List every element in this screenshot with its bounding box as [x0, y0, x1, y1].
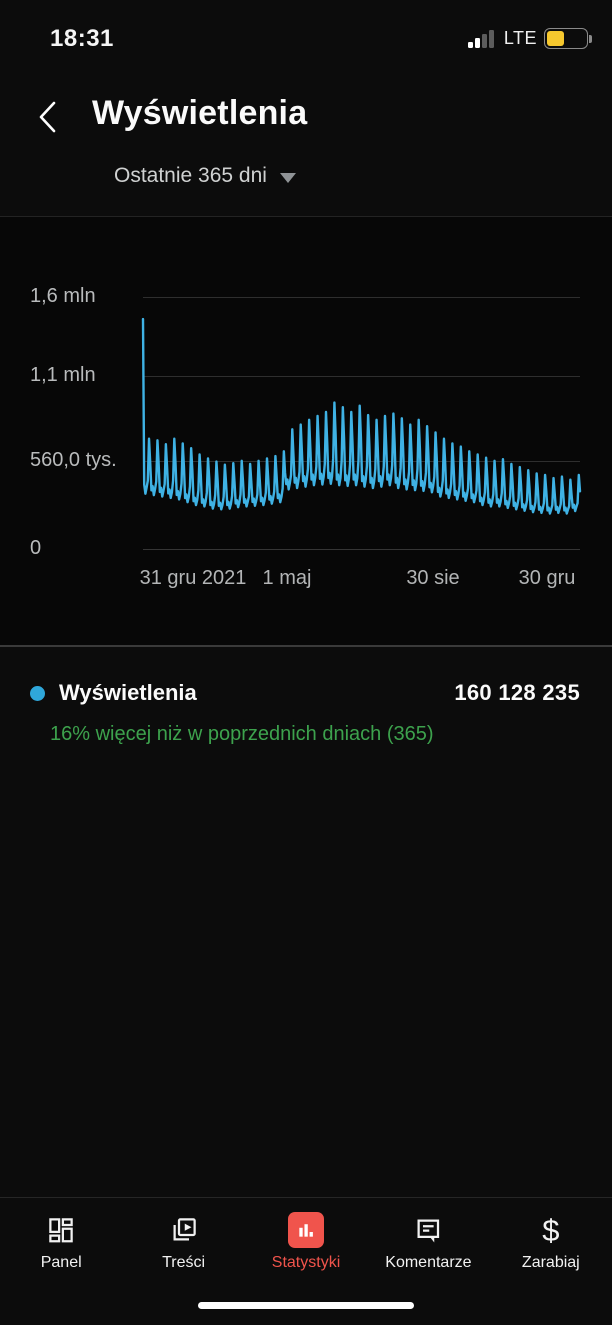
status-icons: LTE	[467, 28, 592, 49]
nav-label: Komentarze	[385, 1254, 472, 1271]
back-button[interactable]	[26, 96, 70, 140]
x-axis-tick: 1 maj	[262, 567, 312, 589]
divider	[0, 645, 612, 647]
x-axis-tick: 30 sie	[406, 567, 460, 589]
page-title: Wyświetlenia	[92, 94, 308, 132]
signal-strength-icon	[467, 30, 494, 48]
x-axis-tick: 30 gru	[518, 567, 576, 589]
y-axis-tick: 560,0 tys.	[30, 449, 117, 471]
nav-label: Statystyki	[271, 1254, 341, 1271]
comments-icon	[413, 1210, 443, 1250]
home-indicator[interactable]	[198, 1302, 414, 1309]
nav-item-statystyki[interactable]: Statystyki	[245, 1198, 367, 1273]
nav-item-komentarze[interactable]: Komentarze	[367, 1198, 489, 1273]
nav-label: Zarabiaj	[521, 1254, 580, 1271]
views-line-chart[interactable]	[141, 297, 582, 549]
nav-items: Panel Treści	[0, 1198, 612, 1273]
nav-item-zarabiaj[interactable]: $ Zarabiaj	[490, 1198, 612, 1273]
series-color-dot	[30, 685, 45, 701]
period-label: Ostatnie 365 dni	[114, 164, 267, 187]
period-row: Ostatnie 365 dni	[0, 160, 612, 200]
nav-item-tresci[interactable]: Treści	[122, 1198, 244, 1273]
total-views-value: 160 128 235	[454, 680, 580, 705]
nav-item-panel[interactable]: Panel	[0, 1198, 122, 1273]
y-axis-tick: 0	[30, 537, 42, 559]
nav-label: Treści	[162, 1254, 206, 1271]
gridline	[143, 297, 580, 298]
dollar-icon: $	[542, 1212, 560, 1248]
legend-section: Wyświetlenia 160 128 235 16% więcej niż …	[0, 647, 612, 746]
divider	[0, 216, 612, 217]
content-library-icon	[169, 1210, 199, 1250]
nav-label: Panel	[40, 1254, 82, 1271]
views-chart-section: 1,6 mln 1,1 mln 560,0 tys. 0 31 gru 2021…	[0, 217, 612, 645]
gridline	[143, 549, 580, 550]
dashboard-icon	[46, 1210, 76, 1250]
header: Wyświetlenia	[0, 94, 612, 144]
y-axis-tick: 1,6 mln	[30, 285, 96, 307]
bar-chart-icon	[288, 1210, 325, 1250]
trend-delta-text: 16% więcej niż w poprzednich dniach (365…	[50, 723, 434, 745]
battery-cap	[589, 35, 592, 43]
status-time: 18:31	[50, 25, 114, 52]
x-axis-tick: 31 gru 2021	[139, 567, 247, 589]
gridline	[143, 376, 580, 377]
bottom-navigation: Panel Treści	[0, 1197, 612, 1325]
chevron-left-icon	[39, 101, 56, 132]
status-bar: 18:31 LTE	[0, 0, 612, 62]
period-selector[interactable]: Ostatnie 365 dni	[112, 160, 298, 192]
active-tab-tile	[288, 1212, 325, 1248]
network-type-label: LTE	[503, 28, 537, 48]
y-axis-tick: 1,1 mln	[30, 364, 96, 386]
dropdown-caret-icon	[279, 172, 296, 183]
battery-icon	[544, 28, 592, 49]
battery-fill	[547, 31, 564, 46]
legend-row: Wyświetlenia 160 128 235	[0, 647, 612, 706]
legend-series-label: Wyświetlenia	[59, 680, 197, 705]
